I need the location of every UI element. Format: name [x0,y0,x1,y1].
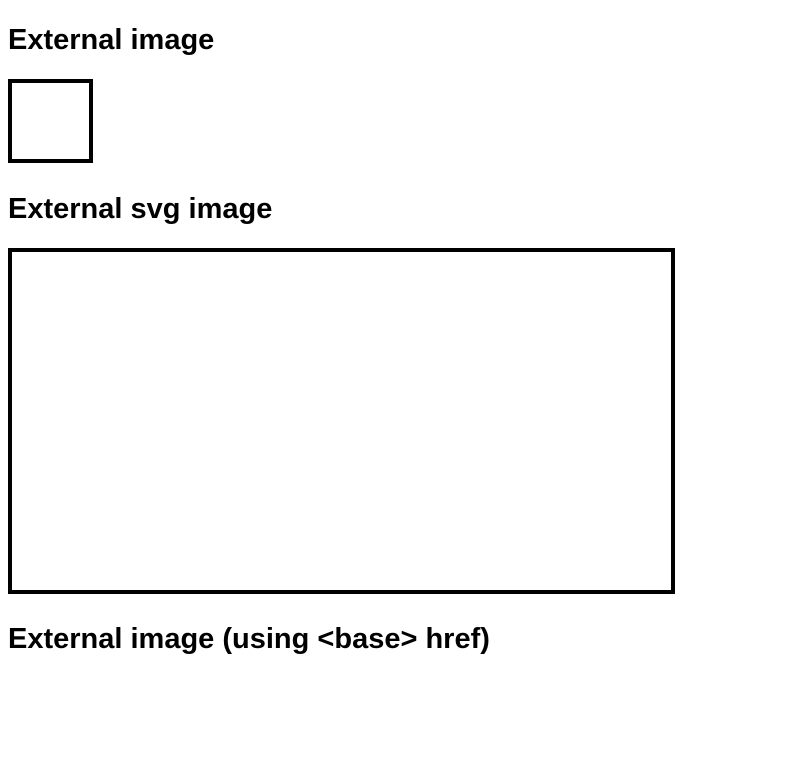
external-image-placeholder [8,79,93,163]
heading-external-svg-image: External svg image [8,193,273,225]
heading-external-image: External image [8,24,215,56]
heading-external-image-base-href: External image (using <base> href) [8,623,490,655]
external-svg-image-placeholder [8,248,675,594]
